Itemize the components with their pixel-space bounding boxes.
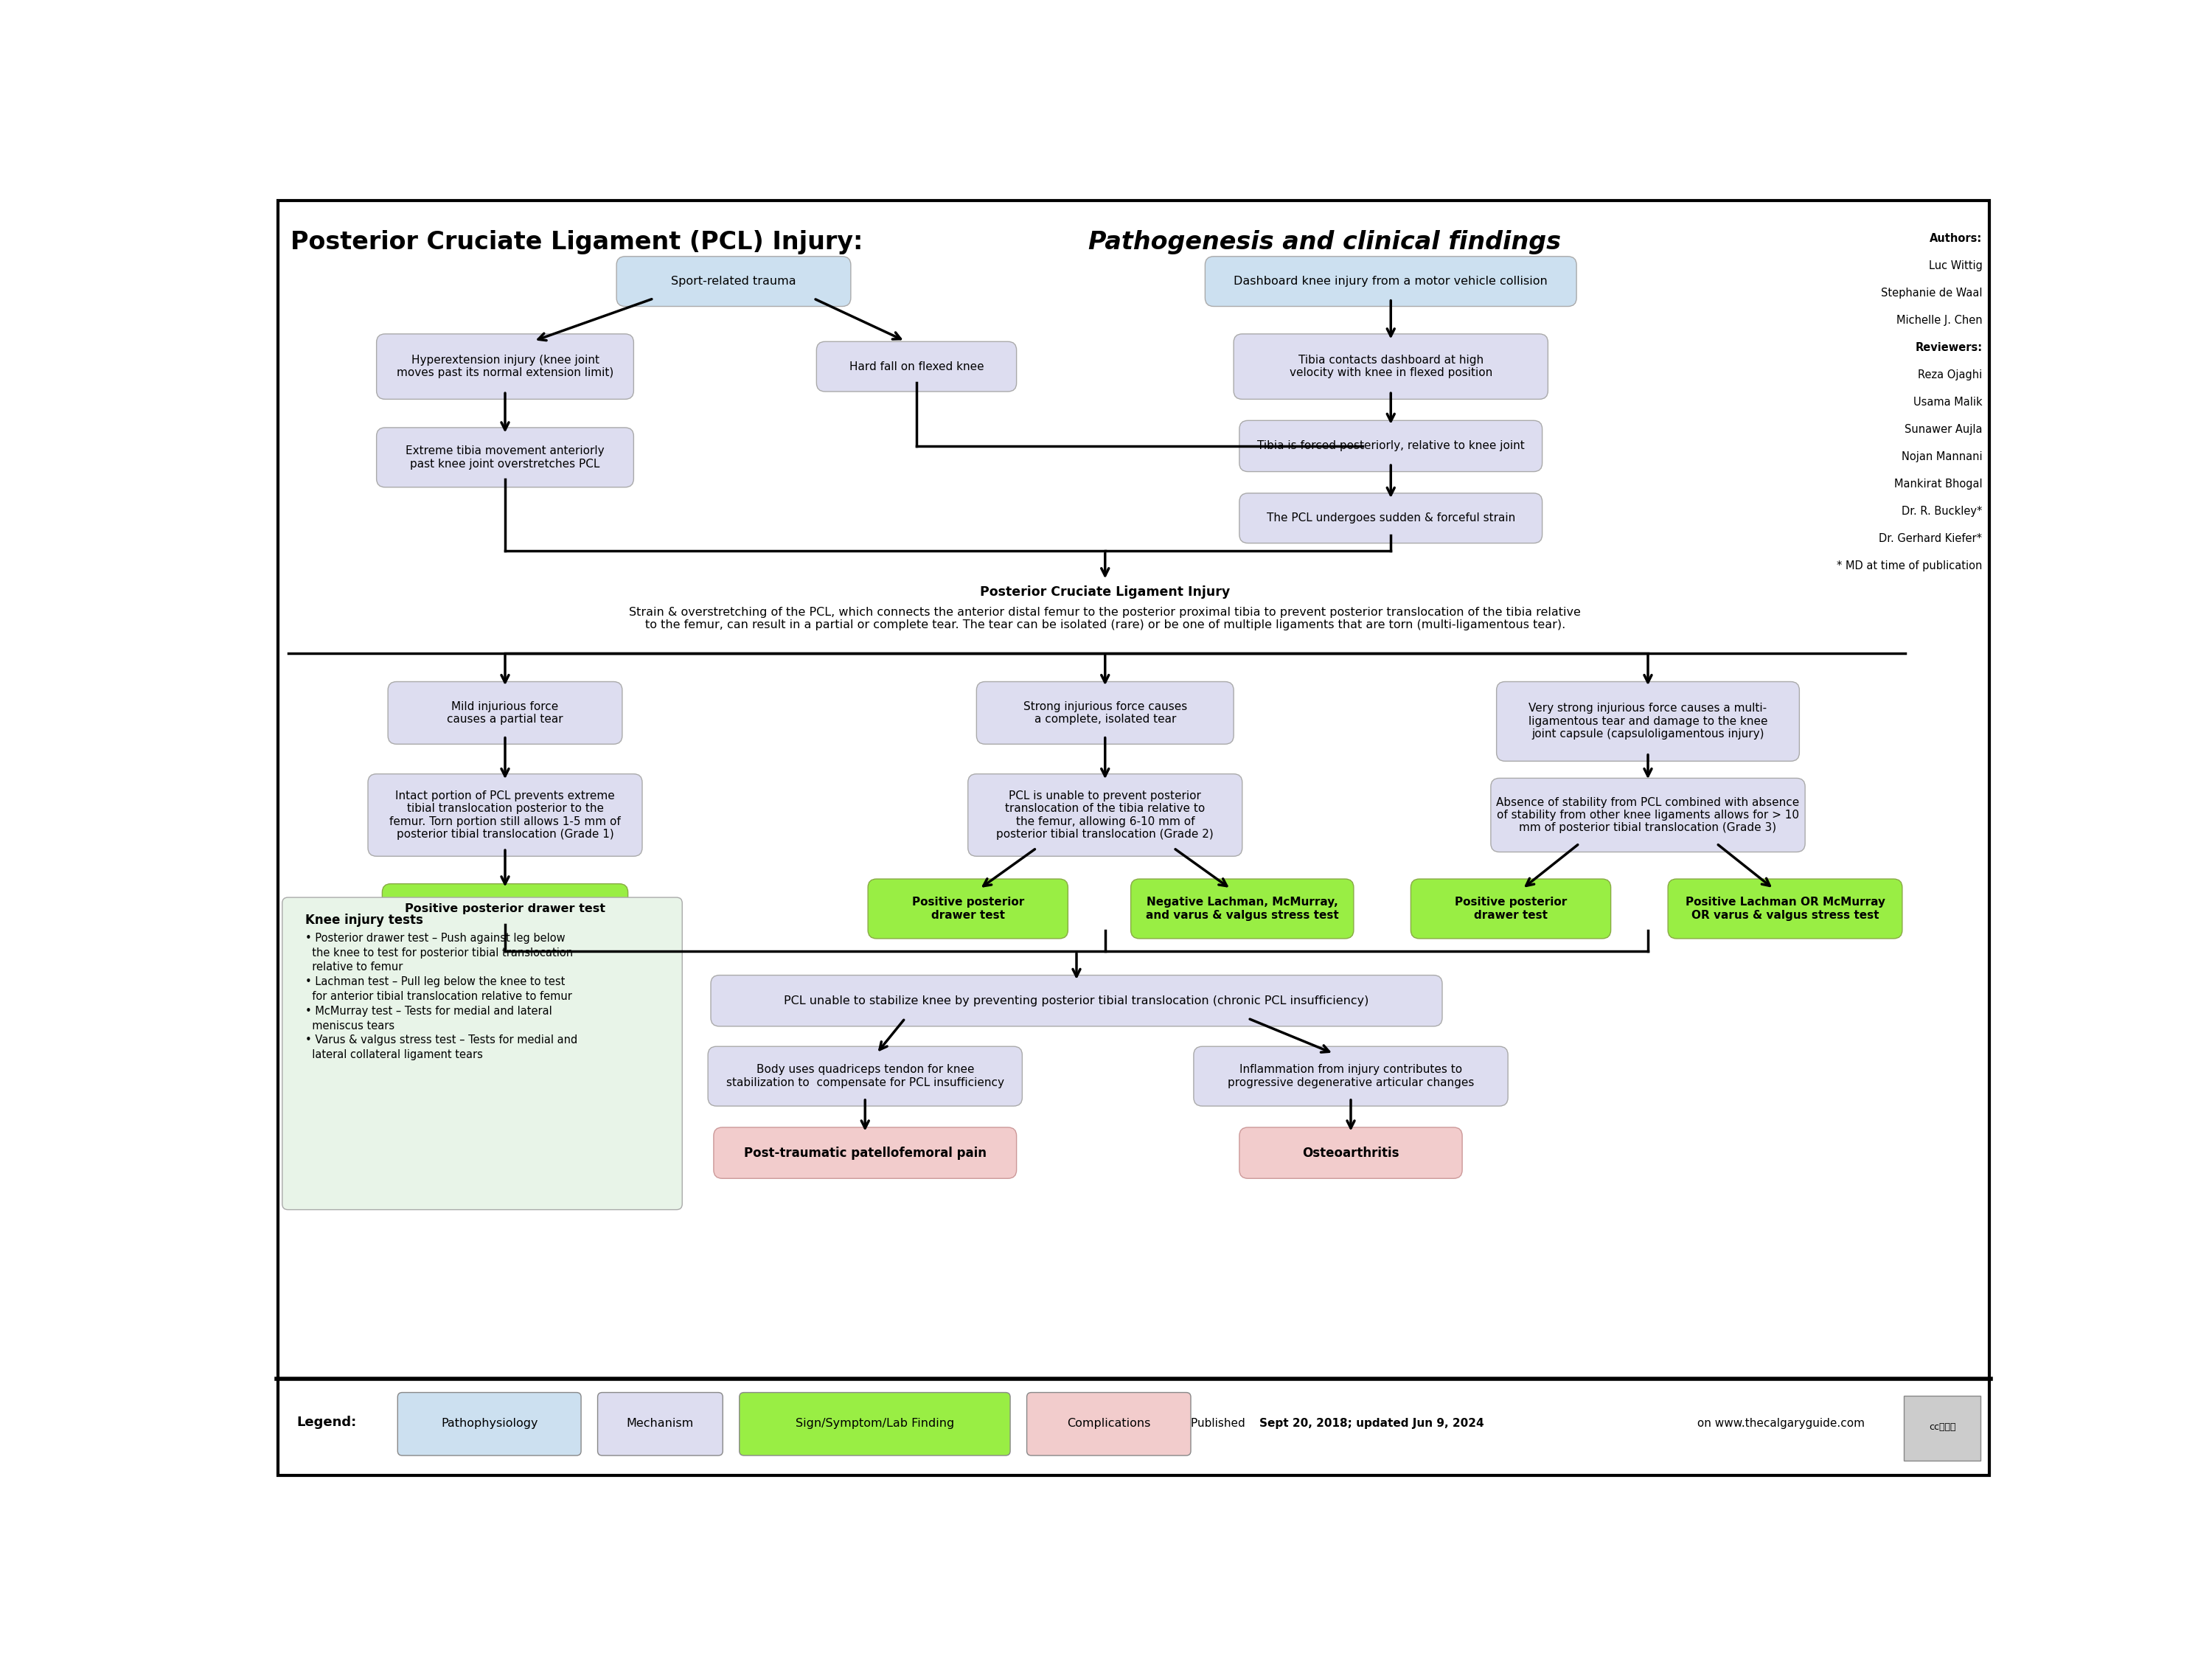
Text: Dr. Gerhard Kiefer*: Dr. Gerhard Kiefer* bbox=[1878, 533, 1982, 544]
FancyBboxPatch shape bbox=[1668, 879, 1902, 939]
Text: Reza Ojaghi: Reza Ojaghi bbox=[1918, 370, 1982, 380]
Text: Positive Lachman OR McMurray
OR varus & valgus stress test: Positive Lachman OR McMurray OR varus & … bbox=[1686, 898, 1885, 921]
FancyBboxPatch shape bbox=[283, 898, 681, 1209]
Text: Strong injurious force causes
a complete, isolated tear: Strong injurious force causes a complete… bbox=[1024, 702, 1188, 725]
Text: Usama Malik: Usama Malik bbox=[1913, 397, 1982, 408]
Text: Luc Wittig: Luc Wittig bbox=[1929, 260, 1982, 272]
Text: Osteoarthritis: Osteoarthritis bbox=[1303, 1146, 1400, 1160]
FancyBboxPatch shape bbox=[1411, 879, 1610, 939]
FancyBboxPatch shape bbox=[816, 342, 1018, 392]
FancyBboxPatch shape bbox=[376, 428, 633, 488]
Text: Absence of stability from PCL combined with absence
of stability from other knee: Absence of stability from PCL combined w… bbox=[1495, 796, 1801, 833]
Text: PCL is unable to prevent posterior
translocation of the tibia relative to
the fe: PCL is unable to prevent posterior trans… bbox=[995, 790, 1214, 839]
Text: Michelle J. Chen: Michelle J. Chen bbox=[1896, 315, 1982, 325]
FancyBboxPatch shape bbox=[1239, 420, 1542, 471]
FancyBboxPatch shape bbox=[1194, 1047, 1509, 1107]
Text: Posterior Cruciate Ligament (PCL) Injury:: Posterior Cruciate Ligament (PCL) Injury… bbox=[290, 231, 872, 254]
Text: Tibia contacts dashboard at high
velocity with knee in flexed position: Tibia contacts dashboard at high velocit… bbox=[1290, 355, 1493, 378]
FancyBboxPatch shape bbox=[387, 682, 622, 745]
Text: Sept 20, 2018; updated Jun 9, 2024: Sept 20, 2018; updated Jun 9, 2024 bbox=[1259, 1418, 1484, 1430]
Text: Posterior Cruciate Ligament Injury: Posterior Cruciate Ligament Injury bbox=[980, 586, 1230, 599]
Text: Inflammation from injury contributes to
progressive degenerative articular chang: Inflammation from injury contributes to … bbox=[1228, 1065, 1473, 1088]
FancyBboxPatch shape bbox=[617, 257, 852, 307]
Text: Stephanie de Waal: Stephanie de Waal bbox=[1880, 287, 1982, 299]
Text: PCL unable to stabilize knee by preventing posterior tibial translocation (chron: PCL unable to stabilize knee by preventi… bbox=[783, 995, 1369, 1007]
Text: Complications: Complications bbox=[1066, 1418, 1150, 1430]
Text: Authors:: Authors: bbox=[1929, 234, 1982, 244]
FancyBboxPatch shape bbox=[367, 773, 641, 856]
Text: * MD at time of publication: * MD at time of publication bbox=[1836, 561, 1982, 571]
Text: Extreme tibia movement anteriorly
past knee joint overstretches PCL: Extreme tibia movement anteriorly past k… bbox=[405, 446, 604, 469]
FancyBboxPatch shape bbox=[1905, 1395, 1980, 1460]
Text: Negative Lachman, McMurray,
and varus & valgus stress test: Negative Lachman, McMurray, and varus & … bbox=[1146, 898, 1338, 921]
Text: Body uses quadriceps tendon for knee
stabilization to  compensate for PCL insuff: Body uses quadriceps tendon for knee sta… bbox=[726, 1065, 1004, 1088]
Text: Mild injurious force
causes a partial tear: Mild injurious force causes a partial te… bbox=[447, 702, 564, 725]
FancyBboxPatch shape bbox=[1026, 1392, 1190, 1455]
Text: Pathophysiology: Pathophysiology bbox=[440, 1418, 538, 1430]
Text: Sport-related trauma: Sport-related trauma bbox=[670, 275, 796, 287]
Text: Dr. R. Buckley*: Dr. R. Buckley* bbox=[1902, 506, 1982, 516]
Text: on www.thecalgaryguide.com: on www.thecalgaryguide.com bbox=[1694, 1418, 1865, 1430]
FancyBboxPatch shape bbox=[1498, 682, 1798, 761]
Text: Mankirat Bhogal: Mankirat Bhogal bbox=[1893, 478, 1982, 489]
FancyBboxPatch shape bbox=[1491, 778, 1805, 853]
FancyBboxPatch shape bbox=[1239, 493, 1542, 542]
Text: Positive posterior
drawer test: Positive posterior drawer test bbox=[911, 898, 1024, 921]
FancyBboxPatch shape bbox=[1234, 333, 1548, 400]
Text: Nojan Mannani: Nojan Mannani bbox=[1902, 451, 1982, 463]
FancyBboxPatch shape bbox=[739, 1392, 1011, 1455]
FancyBboxPatch shape bbox=[975, 682, 1234, 745]
FancyBboxPatch shape bbox=[708, 1047, 1022, 1107]
Text: Reviewers:: Reviewers: bbox=[1916, 342, 1982, 353]
Text: Hard fall on flexed knee: Hard fall on flexed knee bbox=[849, 362, 984, 372]
FancyBboxPatch shape bbox=[1239, 1128, 1462, 1178]
FancyBboxPatch shape bbox=[376, 333, 633, 400]
Text: Sunawer Aujla: Sunawer Aujla bbox=[1905, 425, 1982, 435]
FancyBboxPatch shape bbox=[969, 773, 1243, 856]
Text: Dashboard knee injury from a motor vehicle collision: Dashboard knee injury from a motor vehic… bbox=[1234, 275, 1548, 287]
Text: Post-traumatic patellofemoral pain: Post-traumatic patellofemoral pain bbox=[743, 1146, 987, 1160]
Text: Knee injury tests: Knee injury tests bbox=[305, 914, 422, 927]
Text: ccⓄⓈⓄ: ccⓄⓈⓄ bbox=[1929, 1422, 1955, 1432]
Text: Tibia is forced posteriorly, relative to knee joint: Tibia is forced posteriorly, relative to… bbox=[1256, 441, 1524, 451]
Text: Hyperextension injury (knee joint
moves past its normal extension limit): Hyperextension injury (knee joint moves … bbox=[396, 355, 613, 378]
FancyBboxPatch shape bbox=[714, 1128, 1018, 1178]
Text: Positive posterior
drawer test: Positive posterior drawer test bbox=[1455, 898, 1566, 921]
Text: Sign/Symptom/Lab Finding: Sign/Symptom/Lab Finding bbox=[796, 1418, 953, 1430]
FancyBboxPatch shape bbox=[398, 1392, 582, 1455]
FancyBboxPatch shape bbox=[383, 884, 628, 934]
Text: Intact portion of PCL prevents extreme
tibial translocation posterior to the
fem: Intact portion of PCL prevents extreme t… bbox=[389, 790, 622, 839]
Text: Pathogenesis and clinical findings: Pathogenesis and clinical findings bbox=[1088, 231, 1562, 254]
Text: Very strong injurious force causes a multi-
ligamentous tear and damage to the k: Very strong injurious force causes a mul… bbox=[1528, 703, 1767, 740]
Text: The PCL undergoes sudden & forceful strain: The PCL undergoes sudden & forceful stra… bbox=[1267, 513, 1515, 524]
FancyBboxPatch shape bbox=[597, 1392, 723, 1455]
FancyBboxPatch shape bbox=[867, 879, 1068, 939]
Text: Published: Published bbox=[1190, 1418, 1250, 1430]
Text: Legend:: Legend: bbox=[296, 1415, 356, 1428]
FancyBboxPatch shape bbox=[1206, 257, 1577, 307]
FancyBboxPatch shape bbox=[1130, 879, 1354, 939]
Text: Strain & overstretching of the PCL, which connects the anterior distal femur to : Strain & overstretching of the PCL, whic… bbox=[628, 607, 1582, 630]
Text: Mechanism: Mechanism bbox=[626, 1418, 695, 1430]
Text: • Posterior drawer test – Push against leg below
  the knee to test for posterio: • Posterior drawer test – Push against l… bbox=[305, 932, 577, 1060]
FancyBboxPatch shape bbox=[710, 975, 1442, 1027]
Text: Positive posterior drawer test: Positive posterior drawer test bbox=[405, 902, 606, 914]
